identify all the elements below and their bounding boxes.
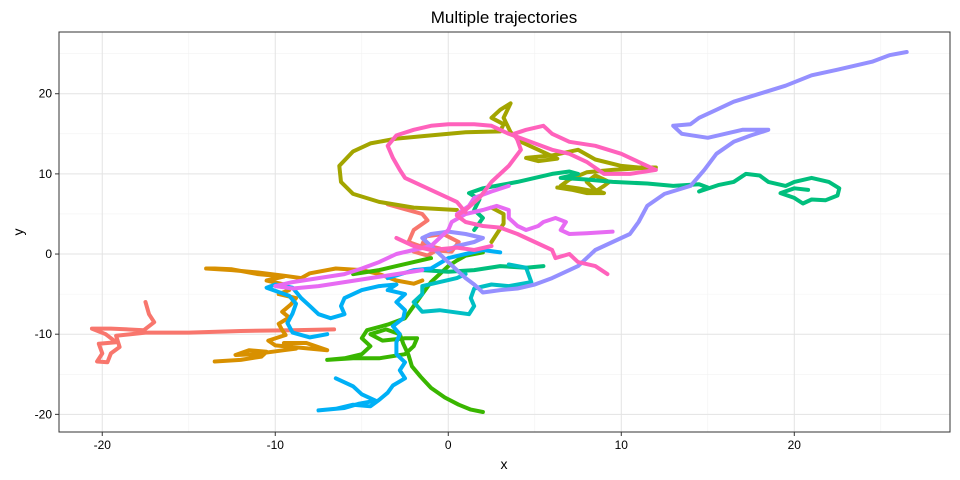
x-tick-label: 10 (615, 438, 629, 452)
trajectory-line-17 (394, 236, 494, 252)
trajectory-line-3 (204, 266, 425, 364)
y-tick-label: 0 (45, 247, 52, 261)
x-tick-label: -10 (267, 438, 285, 452)
trajectory-line-14 (273, 203, 615, 291)
chart-title: Multiple trajectories (431, 8, 577, 27)
trajectory-line-7 (351, 256, 433, 277)
plot-panel-border (58, 31, 951, 433)
trajectory-lines (89, 50, 909, 414)
trajectory-line-4 (337, 101, 658, 212)
y-tick-label: 10 (39, 167, 53, 181)
trajectory-line-5 (489, 205, 506, 244)
plot-panel-background (58, 31, 951, 433)
trajectory-line-10 (411, 262, 534, 317)
y-axis-title: y (10, 229, 26, 236)
trajectory-line-9 (420, 264, 546, 274)
trajectory-line-1 (89, 300, 337, 365)
trajectory-line-8 (467, 169, 842, 232)
axis-ticks: -20 -10 0 10 20 -20 -10 0 10 20 (35, 87, 802, 452)
y-tick-label: -20 (35, 407, 53, 421)
y-tick-label: -10 (35, 327, 53, 341)
y-tick-label: 20 (39, 87, 53, 101)
x-axis-title: x (501, 456, 508, 472)
trajectory-line-6 (325, 250, 485, 414)
trajectory-line-16 (385, 122, 658, 277)
x-tick-label: -20 (94, 438, 112, 452)
trajectory-line-11 (264, 282, 407, 413)
x-tick-label: 0 (445, 438, 452, 452)
x-tick-label: 20 (788, 438, 802, 452)
